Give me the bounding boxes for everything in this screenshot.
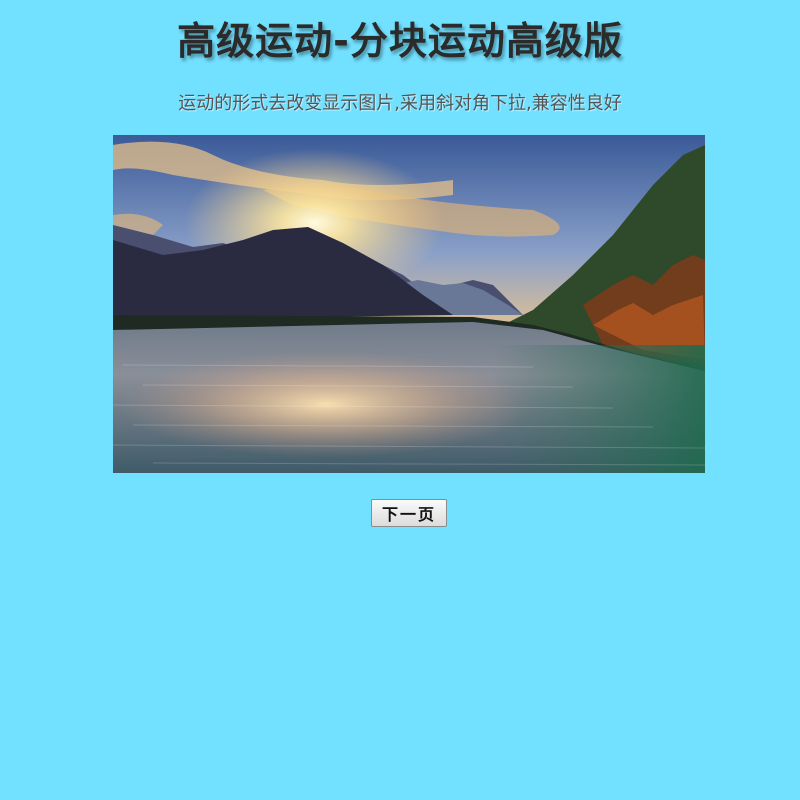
page-title: 高级运动-分块运动高级版 xyxy=(177,19,623,63)
lake-sunset-image xyxy=(113,135,705,473)
next-page-button[interactable]: 下一页 xyxy=(371,499,447,527)
page-subtitle: 运动的形式去改变显示图片,采用斜对角下拉,兼容性良好 xyxy=(178,93,622,114)
